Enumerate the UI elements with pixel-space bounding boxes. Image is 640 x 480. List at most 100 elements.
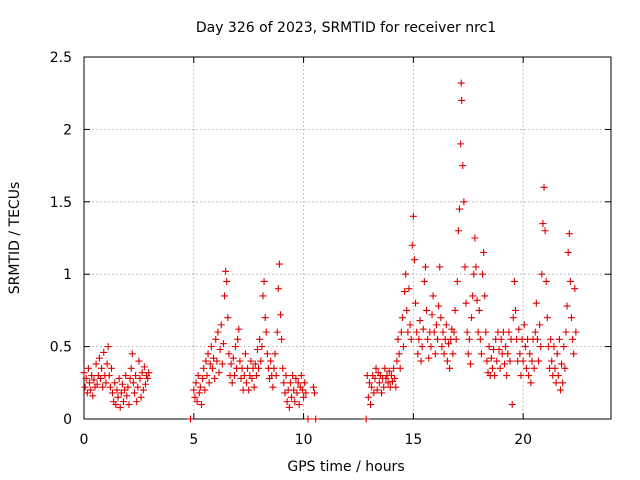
data-point — [390, 364, 398, 372]
data-point — [491, 372, 499, 380]
data-point — [409, 212, 417, 220]
data-point — [504, 350, 512, 358]
data-point — [137, 393, 145, 401]
data-point — [471, 234, 479, 242]
data-point — [229, 354, 237, 362]
data-point — [570, 350, 578, 358]
data-point — [139, 386, 147, 394]
data-point — [445, 340, 453, 348]
data-point — [572, 328, 580, 336]
data-point — [458, 96, 466, 104]
data-point — [455, 205, 463, 213]
data-point — [133, 398, 141, 406]
data-point — [204, 350, 212, 358]
data-point — [201, 386, 209, 394]
data-point — [120, 398, 128, 406]
data-point — [392, 383, 400, 391]
data-point — [221, 292, 229, 300]
data-point — [421, 263, 429, 271]
data-point — [460, 198, 468, 206]
data-point — [197, 401, 205, 409]
data-point — [365, 379, 373, 387]
data-point — [482, 328, 490, 336]
data-point — [105, 372, 113, 380]
data-point — [81, 383, 89, 391]
data-point — [302, 389, 310, 397]
data-point — [526, 350, 534, 358]
data-point — [528, 357, 536, 365]
data-point — [82, 374, 90, 382]
data-point — [270, 364, 278, 372]
x-tick-label: 15 — [404, 432, 422, 448]
data-point — [113, 386, 121, 394]
data-point — [443, 357, 451, 365]
data-point — [236, 357, 244, 365]
data-point — [429, 292, 437, 300]
data-point — [126, 374, 134, 382]
data-point — [288, 393, 296, 401]
data-point — [293, 389, 301, 397]
data-point — [563, 302, 571, 310]
data-point — [405, 285, 413, 293]
data-point — [196, 383, 204, 391]
data-point — [372, 364, 380, 372]
data-point — [567, 314, 575, 322]
data-point — [213, 357, 221, 365]
data-point — [96, 374, 104, 382]
data-point — [477, 350, 485, 358]
data-point — [461, 263, 469, 271]
data-point — [555, 335, 563, 343]
data-point — [88, 372, 96, 380]
data-point — [401, 288, 409, 296]
data-point — [415, 335, 423, 343]
x-tick-label: 10 — [295, 432, 313, 448]
data-point — [300, 393, 308, 401]
data-point — [232, 343, 240, 351]
data-point — [215, 369, 223, 377]
data-point — [395, 350, 403, 358]
data-point — [103, 360, 111, 368]
data-point — [468, 314, 476, 322]
data-point — [89, 392, 97, 400]
data-point — [430, 328, 438, 336]
data-point — [410, 256, 418, 264]
data-point — [533, 335, 541, 343]
data-point — [83, 389, 91, 397]
data-point — [136, 374, 144, 382]
data-point — [279, 364, 287, 372]
data-point — [564, 248, 572, 256]
data-point — [519, 357, 527, 365]
gridlines — [84, 57, 611, 419]
data-point — [408, 241, 416, 249]
data-point — [431, 350, 439, 358]
data-point — [245, 386, 253, 394]
chart-title: Day 326 of 2023, SRMTID for receiver nrc… — [196, 20, 496, 36]
data-point — [394, 335, 402, 343]
data-point — [428, 311, 436, 319]
data-point — [457, 140, 465, 148]
x-axis-label: GPS time / hours — [287, 459, 404, 475]
data-point — [493, 357, 501, 365]
data-point — [292, 374, 300, 382]
data-point — [140, 363, 148, 371]
data-point — [496, 364, 504, 372]
data-point — [256, 335, 264, 343]
data-point — [193, 398, 201, 406]
data-point — [476, 335, 484, 343]
data-point — [554, 372, 562, 380]
data-point — [222, 267, 230, 275]
data-point — [548, 357, 556, 365]
data-point — [511, 306, 519, 314]
data-point — [432, 321, 440, 329]
data-point — [451, 306, 459, 314]
data-point — [532, 299, 540, 307]
data-point — [552, 379, 560, 387]
data-point — [241, 350, 249, 358]
data-point — [311, 389, 319, 397]
data-point — [417, 357, 425, 365]
y-tick-label: 2.5 — [50, 50, 72, 66]
data-point — [466, 360, 474, 368]
data-point — [116, 403, 124, 411]
data-point — [301, 379, 309, 387]
data-point — [480, 248, 488, 256]
